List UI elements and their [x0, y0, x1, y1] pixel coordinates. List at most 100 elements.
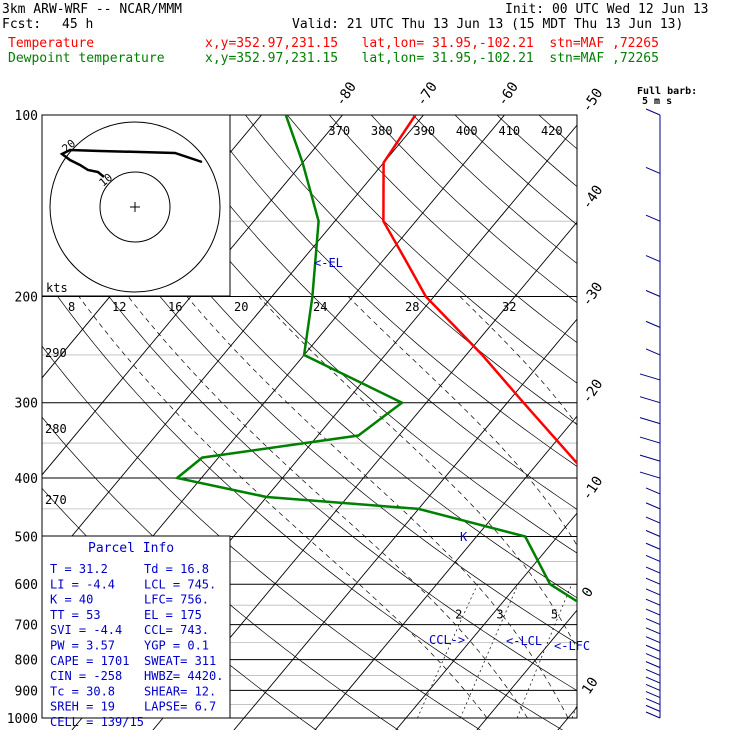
isotherm-label: 0 — [579, 585, 597, 601]
dry-adiabat-line — [42, 345, 481, 730]
wind-barb — [645, 290, 661, 297]
isotherm-label: -50 — [579, 86, 606, 116]
wind-barb — [645, 566, 661, 574]
temperature-profile — [382, 115, 577, 465]
pressure-label: 1000 — [7, 712, 38, 727]
theta-label: 400 — [456, 124, 478, 138]
parcel-row-value: SHEAR= 12. — [144, 684, 216, 698]
wind-barb — [639, 454, 661, 462]
parcel-row-label: LI = -4.4 — [50, 577, 115, 591]
dry-adiabat-line — [203, 115, 577, 467]
wind-barb — [645, 554, 661, 562]
parcel-row-value: Td = 16.8 — [144, 562, 209, 576]
pressure-label: 500 — [15, 530, 38, 545]
pressure-label: 300 — [15, 397, 38, 412]
isotherm-line — [42, 115, 344, 476]
mixing-ratio-label: 5 — [551, 608, 558, 622]
isotherm-line — [719, 87, 740, 730]
isotherm-line — [314, 415, 577, 730]
wind-barb — [645, 698, 661, 706]
wind-barb — [645, 588, 661, 596]
isotherm-labels: -80 -70 -60 -50 -40 -30 -20 -10 0 10 370 380 390 400 4… — [45, 79, 606, 697]
pressure-axis: 100 200 300 400 500 600 700 800 900 1000 — [7, 109, 578, 727]
isotherm-label: -80 — [333, 79, 360, 109]
parcel-row-value: CCL= 743. — [144, 623, 209, 637]
wind-barb — [645, 577, 661, 585]
dewpoint-location: x,y=352.97,231.15 lat,lon= 31.95,-102.21… — [205, 51, 659, 66]
mixing-ratio-label: 2 — [455, 608, 462, 622]
isotherm-line — [152, 221, 577, 730]
isotherm-line — [233, 318, 577, 730]
wind-barb — [645, 704, 661, 712]
profile-series — [174, 115, 577, 603]
moist-adiabat-line — [709, 297, 740, 719]
isotherm-label: -40 — [579, 183, 606, 213]
wind-barb — [645, 320, 661, 328]
mixing-ratio-line — [460, 584, 519, 719]
pressure-label: 700 — [15, 619, 38, 634]
parcel-row-label: K = 40 — [50, 593, 93, 607]
dry-adiabat-line — [591, 87, 740, 730]
pressure-label: 600 — [15, 578, 38, 593]
dry-adiabat-line — [119, 115, 577, 554]
parcel-row-label: SVI = -4.4 — [50, 623, 122, 637]
hodograph-units: kts — [46, 281, 68, 295]
wind-barb — [645, 348, 661, 356]
level-annotations: <-EL CCL-> <-LCL <-LFC K — [314, 256, 590, 653]
barb-legend-units: 5 m s — [642, 96, 672, 107]
parcel-row-label: CELL = 139/15 — [50, 715, 144, 729]
wind-barb — [645, 683, 661, 691]
theta-e-label: 28 — [405, 300, 419, 314]
theta-e-label: 32 — [502, 300, 516, 314]
moist-adiabat-line — [347, 296, 577, 547]
parcel-row-label: T = 31.2 — [50, 562, 108, 576]
moist-adiabat-line — [78, 296, 488, 719]
dry-adiabat-line — [161, 115, 577, 510]
forecast-label: Fcst: — [2, 17, 42, 32]
theta-label-low: 290 — [45, 346, 67, 360]
isotherm-label: -60 — [495, 79, 522, 109]
theta-e-label: 24 — [313, 300, 327, 314]
wind-barb — [645, 108, 661, 116]
parcel-row-value: SWEAT= 311 — [144, 654, 216, 668]
model-title: 3km ARW-WRF -- NCAR/MMM — [2, 2, 183, 17]
parcel-row-value: LAPSE= 6.7 — [144, 700, 216, 714]
init-time: Init: 00 UTC Wed 12 Jun 13 — [505, 2, 709, 17]
parcel-info-box: Parcel Info T = 31.2 Td = 16.8 LI = -4.4 LCL… — [41, 535, 231, 729]
lfc-annotation: <-LFC — [554, 639, 590, 653]
valid-time: Valid: 21 UTC Thu 13 Jun 13 (15 MDT Thu … — [292, 17, 684, 32]
theta-e-label: 8 — [68, 300, 75, 314]
parcel-row-value: LFC= 756. — [144, 593, 209, 607]
dry-adiabat-line — [538, 115, 577, 150]
theta-e-label: 16 — [168, 300, 182, 314]
parcel-row-label: CAPE = 1701 — [50, 654, 129, 668]
wind-barb — [639, 396, 661, 404]
ccl-annotation: CCL-> — [429, 633, 465, 647]
wind-barb — [645, 516, 661, 524]
moist-adiabat-line — [127, 296, 528, 719]
wind-barb — [645, 627, 661, 635]
moist-adiabat-line — [258, 296, 577, 649]
theta-label: 390 — [413, 124, 435, 138]
theta-e-label: 12 — [112, 300, 126, 314]
dry-adiabat-line — [77, 115, 577, 599]
parcel-row-label: SREH = 19 — [50, 700, 115, 714]
theta-label: 370 — [328, 124, 350, 138]
theta-label: 380 — [371, 124, 393, 138]
mixing-ratio-label: 8 — [604, 608, 611, 622]
dry-adiabat-line — [244, 115, 577, 425]
parcel-row-value: EL = 175 — [144, 608, 202, 622]
wind-barb — [639, 417, 661, 425]
isotherm-label: -30 — [579, 280, 606, 310]
parcel-row-value: HWBZ= 4420. — [144, 669, 223, 683]
theta-label-low: 280 — [45, 422, 67, 436]
wind-barb — [645, 166, 661, 174]
temperature-location: x,y=352.97,231.15 lat,lon= 31.95,-102.21… — [205, 36, 659, 51]
parcel-row-value: YGP = 0.1 — [144, 639, 209, 653]
wind-barb — [645, 676, 661, 684]
dewpoint-profile — [174, 115, 577, 603]
dewpoint-legend: Dewpoint temperature — [8, 51, 165, 66]
isotherm-line — [476, 609, 577, 730]
wind-barb — [645, 691, 661, 699]
wind-barb — [645, 598, 661, 606]
